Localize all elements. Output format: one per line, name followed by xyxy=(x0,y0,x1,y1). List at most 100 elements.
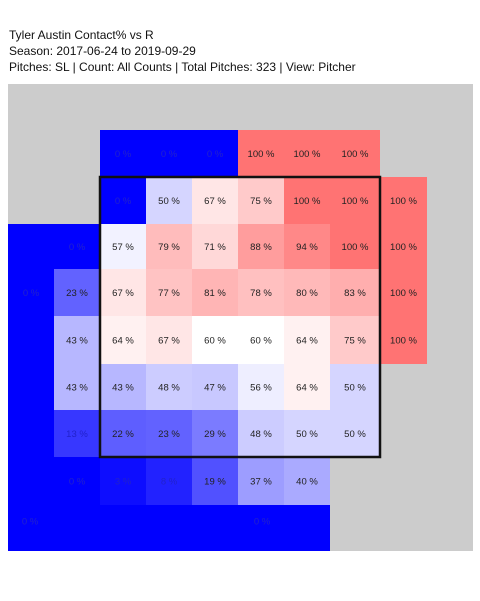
heatmap-cell-r1-c7 xyxy=(330,130,380,177)
heatmap-cell-r2-c7 xyxy=(330,177,380,224)
heatmap-cell-r6-c3 xyxy=(146,364,192,410)
cell-label: 67 % xyxy=(112,288,134,299)
outer-region-label: 0 % xyxy=(254,517,271,528)
heatmap-cell-r7-c2 xyxy=(100,410,146,457)
cell-label: 80 % xyxy=(296,288,318,299)
cell-label: 50 % xyxy=(158,196,180,207)
heatmap-cell-r1-c3 xyxy=(146,130,192,177)
cell-label: 29 % xyxy=(204,429,226,440)
cell-label: 75 % xyxy=(344,336,366,347)
heatmap-cell-r5-c6 xyxy=(284,316,330,364)
cell-label: 19 % xyxy=(204,477,226,488)
cell-label: 67 % xyxy=(204,196,226,207)
cell-label: 48 % xyxy=(158,383,180,394)
heatmap-cell-r2-c6 xyxy=(284,177,330,224)
heatmap-cell-r8-c1 xyxy=(54,457,100,505)
heatmap-cell-r2-c3 xyxy=(146,177,192,224)
heatmap-cell-r2-c4 xyxy=(192,177,238,224)
heatmap-cell-r2-c2 xyxy=(100,177,146,224)
heatmap-cell-r3-c3 xyxy=(146,224,192,269)
cell-label: 100 % xyxy=(294,196,321,207)
heatmap-cell-r8-c6 xyxy=(284,457,330,505)
heatmap-cell-r5-c8 xyxy=(380,316,427,364)
cell-label: 64 % xyxy=(112,336,134,347)
cell-label: 100 % xyxy=(294,149,321,160)
heatmap-cell-r4-c3 xyxy=(146,269,192,316)
cell-label: 75 % xyxy=(250,196,272,207)
heatmap-cell-r4-c0 xyxy=(8,269,54,316)
heatmap-cell-r3-c6 xyxy=(284,224,330,269)
heatmap-cell-r8-c4 xyxy=(192,457,238,505)
heatmap-cell-r5-c5 xyxy=(238,316,284,364)
heatmap-cell-r6-c4 xyxy=(192,364,238,410)
outer-region-bottom xyxy=(100,505,330,551)
cell-label: 0 % xyxy=(69,242,86,253)
cell-label: 50 % xyxy=(344,429,366,440)
heatmap-cell-r5-c1 xyxy=(54,316,100,364)
heatmap-cell-r7-c3 xyxy=(146,410,192,457)
cell-label: 0 % xyxy=(115,196,132,207)
cell-label: 37 % xyxy=(250,477,272,488)
heatmap-cell-r5-c7 xyxy=(330,316,380,364)
cell-label: 60 % xyxy=(250,336,272,347)
cell-label: 57 % xyxy=(112,242,134,253)
cell-label: 0 % xyxy=(161,149,178,160)
heatmap-cell-r4-c4 xyxy=(192,269,238,316)
cell-label: 43 % xyxy=(66,383,88,394)
heatmap-cell-r3-c1 xyxy=(54,224,100,269)
heatmap-cell-r4-c6 xyxy=(284,269,330,316)
cell-label: 79 % xyxy=(158,242,180,253)
heatmap-cell-r1-c4 xyxy=(192,130,238,177)
cell-label: 100 % xyxy=(342,196,369,207)
heatmap-cell-r3-c7 xyxy=(330,224,380,269)
heatmap-cell-r7-c5 xyxy=(238,410,284,457)
cell-label: 13 % xyxy=(66,429,88,440)
cell-label: 56 % xyxy=(250,383,272,394)
cell-label: 100 % xyxy=(342,149,369,160)
cell-label: 40 % xyxy=(296,477,318,488)
season-range: Season: 2017-06-24 to 2019-09-29 xyxy=(9,44,196,58)
cell-label: 0 % xyxy=(69,477,86,488)
cell-label: 23 % xyxy=(158,429,180,440)
heatmap-cell-r3-c5 xyxy=(238,224,284,269)
cell-label: 78 % xyxy=(250,288,272,299)
heatmap-cell-r4-c5 xyxy=(238,269,284,316)
heatmap-cell-r3-c8 xyxy=(380,224,427,269)
heatmap-cell-r8-c5 xyxy=(238,457,284,505)
heatmap-cell-r2-c5 xyxy=(238,177,284,224)
cell-label: 100 % xyxy=(248,149,275,160)
cell-label: 43 % xyxy=(66,336,88,347)
heatmap-cell-r3-c2 xyxy=(100,224,146,269)
heatmap-cell-r1-c6 xyxy=(284,130,330,177)
cell-label: 77 % xyxy=(158,288,180,299)
cell-label: 43 % xyxy=(112,383,134,394)
heatmap-cell-r1-c2 xyxy=(100,130,146,177)
cell-label: 64 % xyxy=(296,336,318,347)
cell-label: 71 % xyxy=(204,242,226,253)
cell-label: 67 % xyxy=(158,336,180,347)
heatmap-cell-r4-c8 xyxy=(380,269,427,316)
heatmap-cell-r6-c7 xyxy=(330,364,380,410)
heatmap-cell-r7-c6 xyxy=(284,410,330,457)
cell-label: 60 % xyxy=(204,336,226,347)
cell-label: 100 % xyxy=(390,288,417,299)
cell-label: 23 % xyxy=(66,288,88,299)
heatmap-cell-r8-c3 xyxy=(146,457,192,505)
cell-label: 3 % xyxy=(115,477,132,488)
heatmap-cell-r5-c3 xyxy=(146,316,192,364)
heatmap-cell-r8-c2 xyxy=(100,457,146,505)
cell-label: 100 % xyxy=(342,242,369,253)
heatmap-cell-r6-c2 xyxy=(100,364,146,410)
heatmap-cell-r6-c1 xyxy=(54,364,100,410)
heatmap-cell-r5-c4 xyxy=(192,316,238,364)
cell-label: 94 % xyxy=(296,242,318,253)
chart-title: Tyler Austin Contact% vs R xyxy=(9,28,154,42)
cell-label: 64 % xyxy=(296,383,318,394)
heatmap-cell-r7-c4 xyxy=(192,410,238,457)
cell-label: 50 % xyxy=(344,383,366,394)
heatmap-cell-r1-c5 xyxy=(238,130,284,177)
heatmap-cell-r2-c8 xyxy=(380,177,427,224)
cell-label: 100 % xyxy=(390,196,417,207)
cell-label: 50 % xyxy=(296,429,318,440)
